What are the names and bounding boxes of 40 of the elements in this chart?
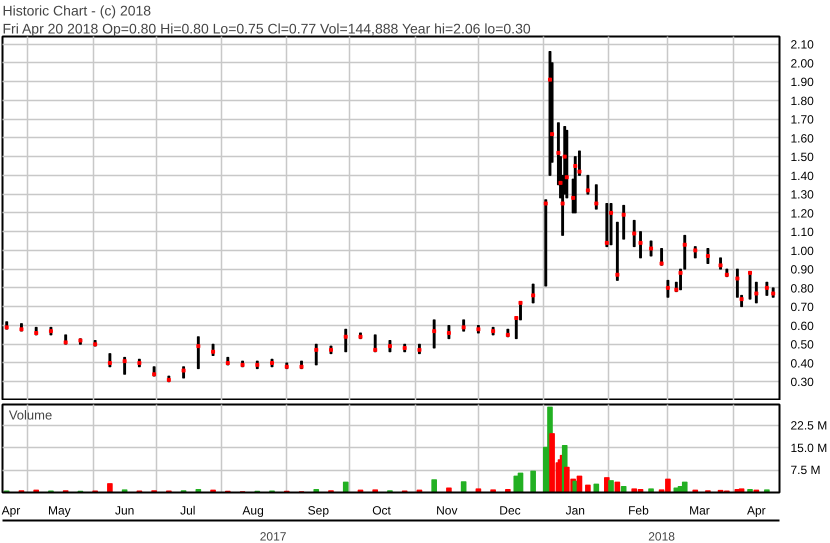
y-tick-label: 0.60 [790, 318, 814, 333]
x-tick-label: Nov [436, 504, 458, 518]
chart-title: Volume [8, 408, 52, 422]
y-tick-label: 15.0 M [790, 440, 828, 455]
y-tick-label: 1.20 [790, 206, 814, 220]
y-tick-label: 0.80 [790, 281, 814, 296]
x-tick-label: Sep [308, 504, 330, 518]
y-tick-label: 0.90 [790, 262, 814, 277]
x-tick-label: Jul [180, 504, 196, 518]
x-tick-label: May [48, 504, 71, 518]
x-tick-label: Jan [566, 504, 585, 518]
text: 2018 [648, 530, 676, 543]
y-tick-label: 1.70 [790, 112, 814, 127]
x-tick-label: Apr [747, 504, 766, 518]
y-tick-label: 1.90 [790, 75, 814, 90]
y-tick-label: 1.60 [790, 131, 814, 146]
y-tick-label: 1.40 [790, 168, 814, 183]
chart-title: Historic Chart - (c) 2018 [2, 2, 152, 18]
y-tick-label: 22.5 M [790, 418, 828, 433]
y-tick-label: 1.80 [790, 94, 814, 108]
x-tick-label: Oct [372, 504, 392, 518]
y-tick-label: 1.00 [790, 244, 814, 258]
y-tick-label: 1.50 [790, 150, 814, 164]
y-tick-label: 2.00 [790, 56, 814, 70]
y-tick-label: 0.30 [790, 375, 814, 390]
x-tick-label: Mar [689, 504, 710, 518]
x-tick-label: Feb [628, 504, 650, 518]
y-tick-label: 1.30 [790, 188, 814, 202]
y-tick-label: 0.70 [790, 300, 814, 314]
y-tick-label: 0.50 [790, 338, 814, 352]
y-tick-label: 1.10 [790, 225, 814, 240]
x-tick-label: Aug [242, 504, 264, 518]
chart-subtitle: Fri Apr 20 2018 Op=0.80 Hi=0.80 Lo=0.75 Cl=0.77 Vol=144,888 Year hi=2.06 lo=0.30 [2, 20, 531, 36]
y-tick-label: 7.5 M [790, 463, 821, 478]
x-tick-label: Dec [499, 504, 521, 518]
text: 2017 [260, 530, 287, 543]
y-tick-label: 0.40 [790, 356, 814, 370]
x-tick-label: Apr [2, 504, 20, 518]
y-tick-label: 2.10 [790, 38, 814, 52]
x-tick-label: Jun [114, 504, 134, 518]
